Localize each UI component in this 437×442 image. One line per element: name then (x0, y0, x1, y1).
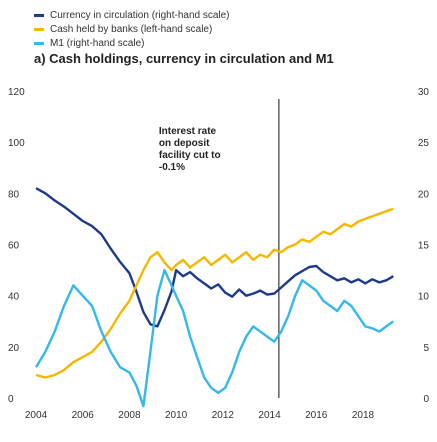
x-tick-label: 2004 (25, 410, 48, 421)
y-right-tick-label: 0 (423, 394, 429, 405)
legend: Currency in circulation (right-hand scal… (34, 8, 230, 50)
y-left-tick-label: 20 (8, 343, 20, 354)
y-right-tick-label: 5 (423, 343, 429, 354)
annotation-box (154, 122, 273, 176)
y-right-tick-label: 10 (418, 292, 430, 303)
y-right-tick-label: 15 (418, 241, 430, 252)
x-tick-label: 2012 (212, 410, 235, 421)
x-tick-label: 2010 (165, 410, 188, 421)
legend-swatch-currency (34, 13, 44, 17)
y-right-tick-label: 25 (418, 138, 430, 149)
legend-swatch-cash-banks (34, 27, 44, 31)
y-left-tick-label: 120 (8, 87, 25, 98)
chart-title: a) Cash holdings, currency in circulatio… (34, 51, 334, 66)
x-tick-label: 2016 (305, 410, 328, 421)
x-tick-label: 2008 (118, 410, 141, 421)
legend-item-currency: Currency in circulation (right-hand scal… (34, 8, 230, 22)
x-tick-label: 2018 (352, 410, 375, 421)
legend-label-currency: Currency in circulation (right-hand scal… (50, 9, 230, 21)
annotation-text-line: on deposit (159, 138, 210, 149)
annotation-text-line: facility cut to (159, 150, 221, 161)
series-line-2 (35, 207, 394, 379)
legend-label-m1: M1 (right-hand scale) (50, 37, 145, 49)
y-right-tick-label: 20 (418, 189, 430, 200)
legend-swatch-m1 (34, 41, 44, 45)
y-left-tick-label: 80 (8, 189, 20, 200)
y-left-tick-label: 40 (8, 292, 20, 303)
x-tick-label: 2006 (72, 410, 95, 421)
x-tick-label: 2014 (258, 410, 281, 421)
y-right-tick-label: 30 (418, 87, 430, 98)
series-line-3 (34, 268, 395, 408)
legend-item-cash-banks: Cash held by banks (left-hand scale) (34, 22, 230, 36)
y-left-tick-label: 0 (8, 394, 14, 405)
annotation-text-line: -0.1% (159, 162, 185, 173)
legend-label-cash-banks: Cash held by banks (left-hand scale) (50, 23, 213, 35)
series-line-1 (35, 187, 394, 328)
annotation-text-line: Interest rate (159, 126, 217, 137)
y-left-tick-label: 100 (8, 138, 25, 149)
y-left-tick-label: 60 (8, 241, 20, 252)
legend-item-m1: M1 (right-hand scale) (34, 36, 230, 50)
